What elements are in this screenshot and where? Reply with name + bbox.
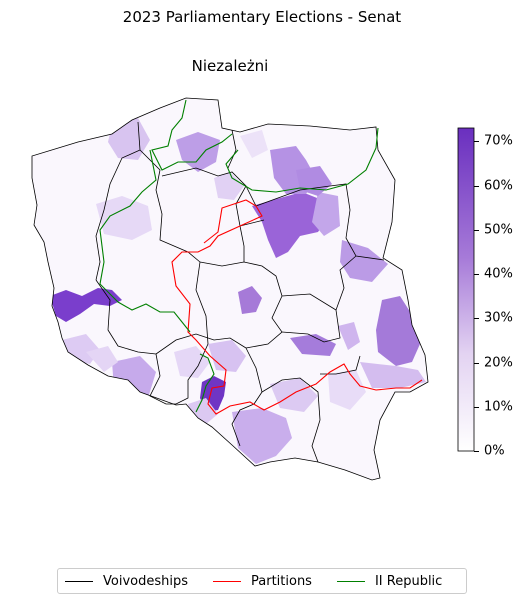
region-rzeszow (328, 370, 366, 410)
voivodeship-borders (31, 97, 429, 481)
colorbar-tickmark (474, 186, 479, 187)
colorbar-tickmark (474, 407, 479, 408)
colorbar-tickmark (474, 274, 479, 275)
legend-label: Voivodeships (103, 573, 188, 589)
colorbar-tick-label: 60% (484, 178, 513, 194)
legend-item-ii-republic: II Republic (336, 573, 443, 589)
colorbar-tickmark (474, 363, 479, 364)
colorbar-tickmark (474, 141, 479, 142)
legend-line-green (336, 580, 365, 582)
legend-line-red (213, 580, 241, 582)
region-czestochowa (208, 340, 246, 372)
colorbar-tick-label: 40% (484, 266, 513, 282)
region-podlaskie-south (312, 192, 340, 236)
legend-label: II Republic (374, 573, 443, 589)
map-legend: Voivodeships Partitions II Republic (57, 568, 467, 594)
legend-line-black (65, 580, 93, 582)
region-krakow-south (232, 408, 292, 464)
colorbar-tickmark (474, 318, 479, 319)
region-kielce (290, 334, 336, 356)
region-torun (214, 172, 244, 200)
ii-republic-borders (99, 99, 379, 413)
region-biala-podlaska (340, 240, 388, 282)
region-wielkopolska (96, 196, 152, 240)
colorbar-tickmark (474, 451, 479, 452)
region-elblag (240, 130, 268, 158)
colorbar-tick-label: 10% (484, 399, 513, 415)
region-lublin-east (376, 296, 420, 366)
region-lubuskie-high (50, 288, 122, 322)
region-tarnow (270, 378, 318, 412)
region-zamosc (360, 362, 426, 388)
colorbar-tick-label: 70% (484, 133, 513, 149)
region-lubin (86, 346, 118, 372)
colorbar-tickmark (474, 230, 479, 231)
colorbar-tick-label: 50% (484, 222, 513, 238)
colorbar-tick-label: 30% (484, 310, 513, 326)
legend-item-partitions: Partitions (213, 574, 312, 589)
figure-title: 2023 Parliamentary Elections - Senat (122, 8, 402, 26)
region-sandomierz (338, 322, 360, 350)
region-lodz-center (238, 286, 262, 314)
map-subtitle: Niezależni (191, 57, 269, 75)
region-mazowsze-north (252, 192, 330, 258)
colorbar-tick-label: 0% (484, 443, 505, 459)
colorbar (457, 127, 475, 452)
legend-item-voivodeships: Voivodeships (65, 574, 188, 589)
partition-borders (171, 199, 423, 415)
colorbar-tick-label: 20% (484, 355, 513, 371)
legend-label: Partitions (251, 573, 312, 589)
